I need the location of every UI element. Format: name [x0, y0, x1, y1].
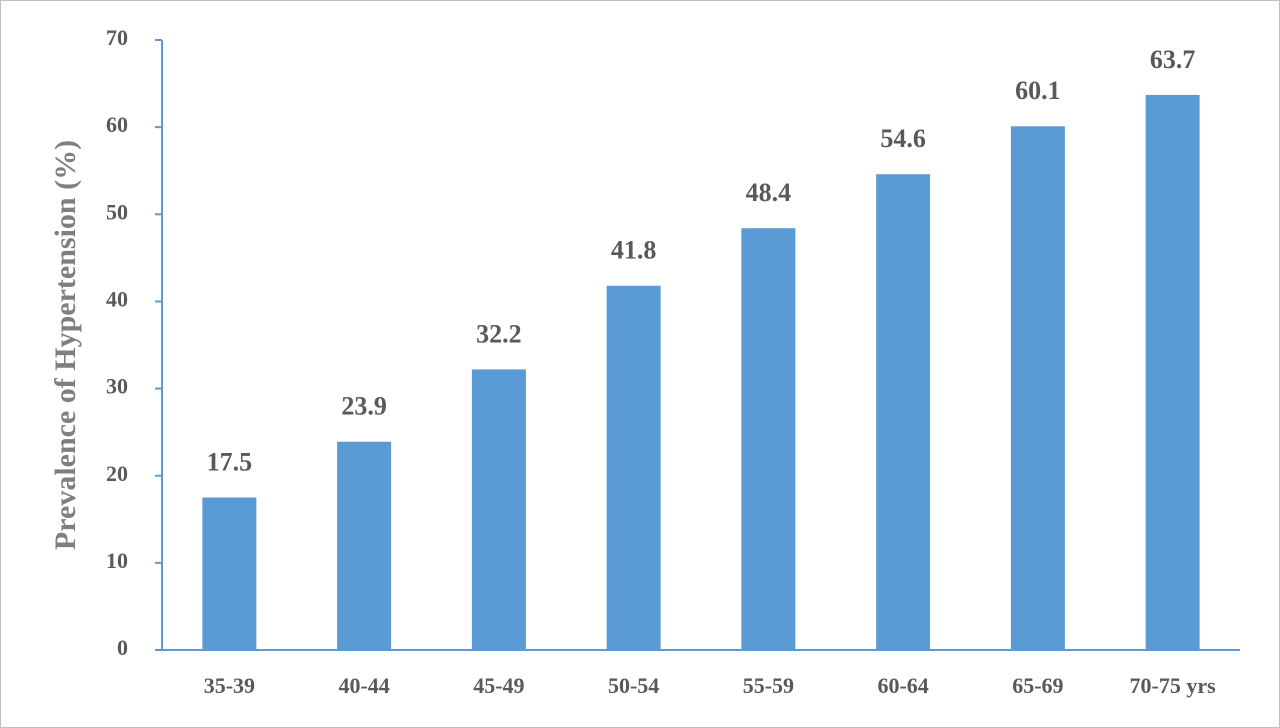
- bar: [471, 369, 526, 650]
- data-label: 63.7: [1150, 45, 1196, 74]
- bar: [202, 497, 257, 650]
- x-tick-label: 35-39: [204, 673, 255, 698]
- x-tick-label: 45-49: [473, 673, 524, 698]
- y-tick-label: 40: [106, 286, 128, 311]
- bar: [606, 285, 661, 650]
- data-label: 48.4: [746, 178, 792, 207]
- data-label: 60.1: [1015, 76, 1061, 105]
- data-label: 17.5: [207, 447, 253, 476]
- bar: [741, 228, 796, 650]
- y-tick-label: 70: [106, 25, 128, 50]
- bar: [876, 174, 931, 650]
- data-label: 23.9: [341, 392, 387, 421]
- data-label: 41.8: [611, 236, 657, 265]
- x-tick-label: 55-59: [743, 673, 794, 698]
- y-axis-label: Prevalence of Hypertension (%): [49, 140, 82, 550]
- data-label: 54.6: [880, 124, 926, 153]
- y-tick-label: 0: [117, 635, 128, 660]
- y-tick-label: 20: [106, 461, 128, 486]
- data-label: 32.2: [476, 319, 522, 348]
- x-tick-label: 60-64: [877, 673, 928, 698]
- y-tick-label: 50: [106, 199, 128, 224]
- x-tick-label: 40-44: [338, 673, 389, 698]
- bar: [1145, 94, 1200, 650]
- bar: [337, 441, 392, 650]
- x-tick-label: 50-54: [608, 673, 659, 698]
- x-tick-label: 70-75 yrs: [1130, 673, 1217, 698]
- y-tick-label: 30: [106, 374, 128, 399]
- x-tick-label: 65-69: [1012, 673, 1063, 698]
- y-tick-label: 60: [106, 112, 128, 137]
- bar: [1010, 126, 1065, 651]
- y-tick-label: 10: [106, 548, 128, 573]
